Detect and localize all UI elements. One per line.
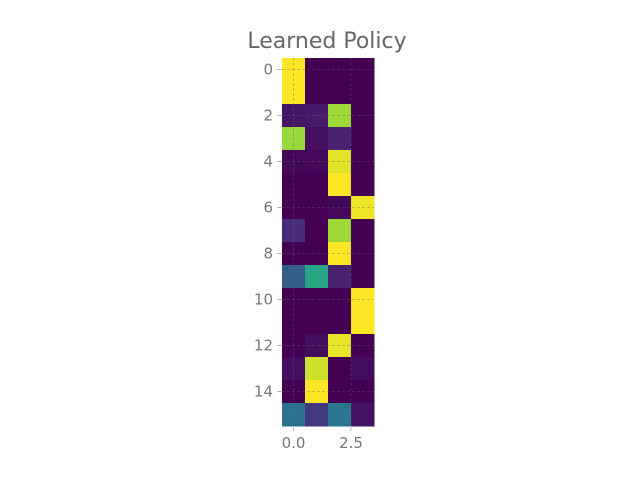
x-axis: 0.0 2.5 [282,426,363,452]
heatmap-cell-r3-c1 [305,127,329,151]
heatmap-cell-r7-c2 [328,219,352,243]
heatmap-cell-r8-c1 [305,242,329,266]
heatmap-cell-r3-c2 [328,127,352,151]
heatmap-cell-r10-c2 [328,288,352,312]
heatmap-cell-r8-c0 [282,242,306,266]
heatmap-cell-r12-c2 [328,334,352,358]
heatmap-cell-r6-c0 [282,196,306,220]
heatmap-cell-r8-c3 [351,242,375,266]
heatmap-cell-r4-c0 [282,150,306,174]
heatmap-cell-r5-c1 [305,173,329,197]
heatmap-cell-r9-c2 [328,265,352,289]
heatmap-cell-r4-c1 [305,150,329,174]
heatmap-cell-r7-c3 [351,219,375,243]
heatmap-cell-r1-c2 [328,81,352,105]
y-tick-label-2: 4 [263,153,273,171]
heatmap-cell-r13-c0 [282,357,306,381]
heatmap-cell-r9-c3 [351,265,375,289]
heatmap-cell-r11-c2 [328,311,352,335]
heatmap-cell-r3-c0 [282,127,306,151]
heatmap-cell-r11-c3 [351,311,375,335]
heatmap-cell-r9-c0 [282,265,306,289]
heatmap-cell-r1-c3 [351,81,375,105]
heatmap-cell-r10-c3 [351,288,375,312]
heatmap-cell-r4-c3 [351,150,375,174]
heatmap-cell-r6-c2 [328,196,352,220]
y-tick-label-0: 0 [263,61,273,79]
heatmap-cell-r11-c0 [282,311,306,335]
heatmap-cell-r5-c2 [328,173,352,197]
heatmap-cell-r2-c3 [351,104,375,128]
y-tick-label-7: 14 [254,383,273,401]
x-tick-label-0: 0.0 [282,434,306,452]
y-tick-label-5: 10 [254,291,273,309]
heatmap-cell-r1-c0 [282,81,306,105]
heatmap-cell-r12-c1 [305,334,329,358]
heatmap-cell-r13-c3 [351,357,375,381]
heatmap-cell-r0-c2 [328,58,352,82]
heatmap-cell-r2-c1 [305,104,329,128]
heatmap-cell-r0-c3 [351,58,375,82]
heatmap-cell-r13-c2 [328,357,352,381]
y-tick-label-6: 12 [254,337,273,355]
heatmap-cell-r8-c2 [328,242,352,266]
y-axis: 0 2 4 6 8 10 12 14 [254,61,282,401]
heatmap-cell-r15-c2 [328,403,352,427]
heatmap-cell-r0-c1 [305,58,329,82]
x-tick-label-1: 2.5 [339,434,363,452]
heatmap-cell-r7-c0 [282,219,306,243]
heatmap-cell-r15-c3 [351,403,375,427]
heatmap-cell-r4-c2 [328,150,352,174]
y-tick-label-1: 2 [263,107,273,125]
heatmap-cell-r3-c3 [351,127,375,151]
heatmap-cell-r14-c1 [305,380,329,404]
heatmap-cell-r5-c0 [282,173,306,197]
heatmap-cell-r15-c1 [305,403,329,427]
heatmap-cell-r10-c0 [282,288,306,312]
y-tick-label-3: 6 [263,199,273,217]
heatmap-cell-r14-c0 [282,380,306,404]
heatmap-cell-r14-c2 [328,380,352,404]
chart-title: Learned Policy [247,29,406,54]
heatmap-cell-r9-c1 [305,265,329,289]
heatmap-cell-r15-c0 [282,403,306,427]
heatmap-cell-r1-c1 [305,81,329,105]
heatmap-cell-r5-c3 [351,173,375,197]
heatmap-cell-r2-c0 [282,104,306,128]
heatmap-cell-r0-c0 [282,58,306,82]
heatmap-cell-r10-c1 [305,288,329,312]
heatmap-cells [282,58,375,427]
grid-lines [282,58,374,426]
heatmap-cell-r13-c1 [305,357,329,381]
heatmap-cell-r6-c1 [305,196,329,220]
y-tick-label-4: 8 [263,245,273,263]
heatmap-cell-r7-c1 [305,219,329,243]
heatmap-cell-r12-c3 [351,334,375,358]
heatmap-cell-r14-c3 [351,380,375,404]
heatmap-cell-r11-c1 [305,311,329,335]
heatmap-cell-r12-c0 [282,334,306,358]
heatmap-cell-r6-c3 [351,196,375,220]
heatmap-cell-r2-c2 [328,104,352,128]
